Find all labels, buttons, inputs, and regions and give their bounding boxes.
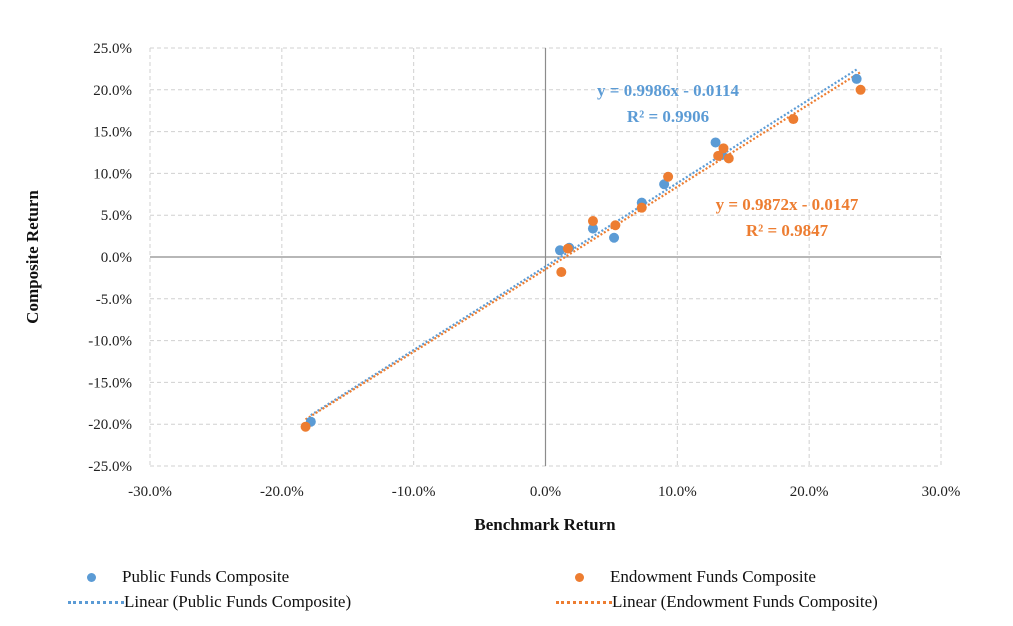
x-axis-title: Benchmark Return bbox=[474, 515, 616, 534]
public-trend-r2: R² = 0.9906 bbox=[627, 107, 709, 126]
public-data-point bbox=[851, 73, 862, 84]
y-axis-title: Composite Return bbox=[23, 190, 42, 324]
axes bbox=[150, 48, 941, 466]
endowment-data-point bbox=[562, 243, 573, 254]
public-data-point bbox=[555, 245, 566, 256]
public-data-point bbox=[609, 232, 620, 243]
x-tick-label: -20.0% bbox=[260, 484, 304, 500]
endowment-trend-r2: R² = 0.9847 bbox=[746, 221, 829, 240]
endowment-data-point bbox=[300, 421, 311, 432]
x-tick-label: -10.0% bbox=[392, 484, 436, 500]
endowment-data-point bbox=[587, 216, 598, 227]
y-tick-label: 20.0% bbox=[93, 83, 132, 99]
y-tick-label: 10.0% bbox=[93, 166, 132, 182]
y-tick-label: 0.0% bbox=[101, 250, 132, 266]
y-tick-label: -25.0% bbox=[88, 459, 132, 475]
trendline-public bbox=[310, 68, 858, 417]
y-tick-label: -15.0% bbox=[88, 375, 132, 391]
trendline-endowment bbox=[304, 71, 862, 421]
public-data-point bbox=[659, 179, 670, 190]
public-data-point bbox=[710, 137, 721, 148]
y-tick-label: 5.0% bbox=[101, 208, 132, 224]
x-tick-label: 20.0% bbox=[790, 484, 829, 500]
endowment-data-point bbox=[556, 267, 567, 278]
public-trend-equation: y = 0.9986x - 0.0114 bbox=[597, 81, 739, 100]
x-tick-label: 30.0% bbox=[922, 484, 961, 500]
trendlines bbox=[304, 68, 862, 421]
endowment-data-point bbox=[788, 114, 799, 125]
endowment-data-point bbox=[636, 202, 647, 213]
y-tick-labels: 25.0% 20.0% 15.0% 10.0% 5.0% 0.0% -5.0% -10.0% -… bbox=[88, 41, 132, 475]
endowment-data-point bbox=[718, 143, 729, 154]
y-tick-label: 15.0% bbox=[93, 125, 132, 141]
endowment-data-point bbox=[663, 171, 674, 182]
y-tick-label: -10.0% bbox=[88, 334, 132, 350]
endowment-data-point bbox=[610, 220, 621, 231]
endowment-data-point bbox=[723, 153, 734, 164]
endowment-data-point bbox=[713, 150, 724, 161]
x-tick-labels: -30.0% -20.0% -10.0% 0.0% 10.0% 20.0% 30.0% bbox=[128, 484, 960, 500]
y-tick-label: 25.0% bbox=[93, 41, 132, 57]
public-data-point bbox=[587, 223, 598, 234]
y-tick-label: -20.0% bbox=[88, 417, 132, 433]
x-tick-label: -30.0% bbox=[128, 484, 172, 500]
data-points bbox=[300, 73, 866, 432]
x-tick-label: 10.0% bbox=[658, 484, 697, 500]
y-tick-label: -5.0% bbox=[96, 292, 132, 308]
endowment-trend-equation: y = 0.9872x - 0.0147 bbox=[716, 195, 859, 214]
x-tick-label: 0.0% bbox=[530, 484, 561, 500]
endowment-data-point bbox=[855, 84, 866, 95]
